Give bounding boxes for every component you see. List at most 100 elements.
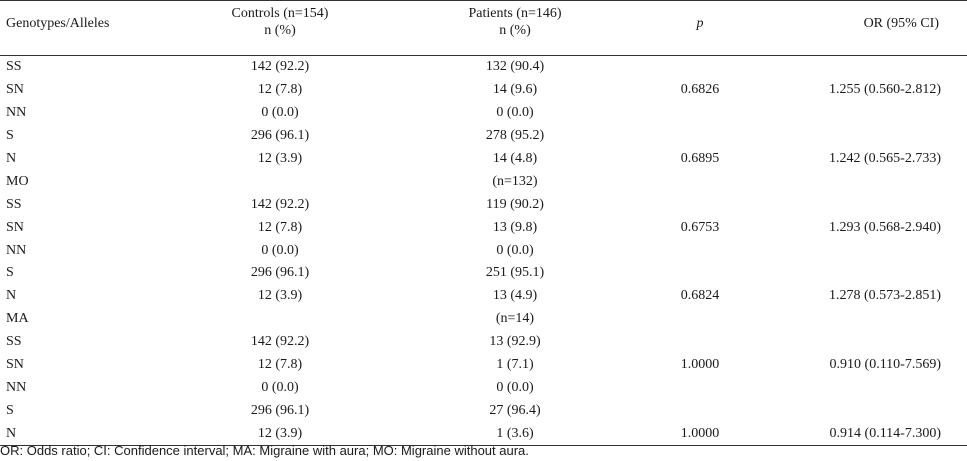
table-row: SN 12 (7.8) 13 (9.8) 0.6753 1.293 (0.568-2.9… xyxy=(0,216,967,239)
genotype-cell: N xyxy=(6,151,17,166)
controls-cell: 12 (3.9) xyxy=(257,151,303,166)
controls-cell: 0 (0.0) xyxy=(261,379,299,395)
table-row: SS 142 (92.2) 119 (90.2) xyxy=(0,193,967,216)
patients-cell: 27 (96.4) xyxy=(489,402,541,418)
table-row: N 12 (3.9) 1 (3.6) 1.0000 0.914 (0.114-7.300… xyxy=(0,422,967,445)
patients-cell: 119 (90.2) xyxy=(486,196,544,212)
patients-cell: 132 (90.4) xyxy=(485,59,545,75)
table-row: N 12 (3.9) 14 (4.8) 0.6895 1.242 (0.565-2.73… xyxy=(0,148,967,171)
genotype-cell: N xyxy=(6,288,17,304)
header-controls: Controls (n=154) n (%) xyxy=(140,1,400,56)
controls-cell: 296 (96.1) xyxy=(250,128,310,144)
odds-ratio-cell: 1.293 (0.568-2.940) xyxy=(829,219,941,235)
genotype-cell: SS xyxy=(6,59,22,75)
header-odds-ratio: OR (95% CI) xyxy=(863,16,939,31)
controls-cell: 0 (0.0) xyxy=(261,105,299,121)
p-value-cell xyxy=(630,308,770,331)
table-row: SN 12 (7.8) 1 (7.1) 1.0000 0.910 (0.110-7.56… xyxy=(0,354,967,377)
p-value-cell xyxy=(630,262,770,285)
table-footnote: OR: Odds ratio; CI: Confidence interval;… xyxy=(0,443,529,458)
odds-ratio-cell xyxy=(770,239,967,262)
patients-cell: 251 (95.1) xyxy=(485,265,545,281)
odds-ratio-cell: 1.242 (0.565-2.733) xyxy=(829,151,941,166)
p-value-cell: 1.0000 xyxy=(680,425,720,441)
header-p-value: p xyxy=(696,16,704,31)
patients-cell: (n=132) xyxy=(492,173,538,189)
genotype-cell: NN xyxy=(6,379,27,395)
odds-ratio-cell: 0.914 (0.114-7.300) xyxy=(829,425,941,441)
p-value-cell: 0.6826 xyxy=(680,82,720,98)
patients-cell: 0 (0.0) xyxy=(496,242,534,258)
table-row: NN 0 (0.0) 0 (0.0) xyxy=(0,376,967,399)
p-value-cell xyxy=(630,170,770,193)
table-row: S 296 (96.1) 251 (95.1) xyxy=(0,262,967,285)
odds-ratio-cell xyxy=(770,125,967,148)
table-row: S 296 (96.1) 27 (96.4) xyxy=(0,399,967,422)
table-row: S 296 (96.1) 278 (95.2) xyxy=(0,125,967,148)
odds-ratio-cell xyxy=(770,399,967,422)
genotype-cell: S xyxy=(6,402,14,418)
header-controls-title: Controls (n=154) xyxy=(231,6,329,21)
header-genotypes: Genotypes/Alleles xyxy=(6,16,110,31)
p-value-cell: 0.6824 xyxy=(680,288,720,304)
table-container: Genotypes/Alleles Controls (n=154) n (%)… xyxy=(0,0,967,446)
controls-cell: 142 (92.2) xyxy=(250,59,310,75)
controls-cell: 0 (0.0) xyxy=(261,242,299,258)
patients-cell: 14 (9.6) xyxy=(492,82,538,98)
patients-cell: 13 (92.9) xyxy=(489,334,541,350)
table-row: SN 12 (7.8) 14 (9.6) 0.6826 1.255 (0.560-2.8… xyxy=(0,79,967,102)
controls-cell: 142 (92.2) xyxy=(250,334,310,350)
odds-ratio-cell: 0.910 (0.110-7.569) xyxy=(829,357,941,373)
p-value-cell xyxy=(630,399,770,422)
genotype-cell: S xyxy=(6,265,14,281)
table-row: SS 142 (92.2) 132 (90.4) xyxy=(0,56,967,79)
controls-cell: 12 (7.8) xyxy=(257,82,303,98)
p-value-cell: 0.6753 xyxy=(680,219,720,235)
patients-cell: 13 (4.9) xyxy=(492,288,538,304)
controls-cell: 12 (7.8) xyxy=(257,357,303,373)
p-value-cell xyxy=(630,331,770,354)
controls-cell: 296 (96.1) xyxy=(250,402,310,418)
genotype-cell: SN xyxy=(6,219,24,235)
genotype-cell: S xyxy=(6,128,14,144)
table-row: NN 0 (0.0) 0 (0.0) xyxy=(0,102,967,125)
header-row: Genotypes/Alleles Controls (n=154) n (%)… xyxy=(0,0,967,56)
odds-ratio-cell xyxy=(770,170,967,193)
patients-cell: 278 (95.2) xyxy=(485,128,545,144)
p-value-cell xyxy=(630,56,770,79)
genotype-cell: SS xyxy=(6,334,22,350)
odds-ratio-cell xyxy=(770,193,967,216)
controls-cell xyxy=(140,308,400,331)
odds-ratio-cell xyxy=(770,308,967,331)
table-row: SS 142 (92.2) 13 (92.9) xyxy=(0,331,967,354)
controls-cell: 12 (7.8) xyxy=(257,219,303,235)
p-value-cell xyxy=(630,102,770,125)
patients-cell: 0 (0.0) xyxy=(496,379,534,395)
odds-ratio-cell: 1.278 (0.573-2.851) xyxy=(829,288,941,304)
controls-cell: 12 (3.9) xyxy=(257,288,303,304)
patients-cell: 13 (9.8) xyxy=(492,219,538,235)
genotype-cell: MO xyxy=(6,173,29,189)
header-patients-unit: n (%) xyxy=(499,23,531,38)
genotype-cell: SN xyxy=(6,82,24,98)
odds-ratio-cell xyxy=(770,376,967,399)
p-value-cell: 1.0000 xyxy=(680,357,720,373)
table-row: NN 0 (0.0) 0 (0.0) xyxy=(0,239,967,262)
genotype-cell: SS xyxy=(6,196,22,212)
controls-cell: 296 (96.1) xyxy=(250,265,310,281)
genotype-cell: SN xyxy=(6,357,24,373)
patients-cell: 1 (7.1) xyxy=(496,357,534,373)
controls-cell: 12 (3.9) xyxy=(257,425,303,441)
table-row: N 12 (3.9) 13 (4.9) 0.6824 1.278 (0.573-2.85… xyxy=(0,285,967,308)
header-controls-unit: n (%) xyxy=(264,23,296,38)
genotype-cell: MA xyxy=(6,311,29,327)
p-value-cell xyxy=(630,376,770,399)
genotype-cell: NN xyxy=(6,105,27,121)
p-value-cell xyxy=(630,125,770,148)
controls-cell xyxy=(140,170,400,193)
table-body: SS 142 (92.2) 132 (90.4) SN 12 (7.8) 14 (9.6)… xyxy=(0,56,967,446)
controls-cell: 142 (92.2) xyxy=(250,196,310,212)
odds-ratio-cell xyxy=(770,331,967,354)
odds-ratio-cell xyxy=(770,56,967,79)
genotype-cell: N xyxy=(6,425,17,441)
